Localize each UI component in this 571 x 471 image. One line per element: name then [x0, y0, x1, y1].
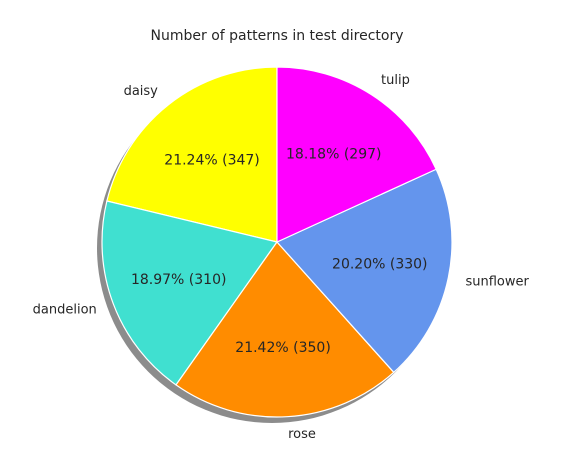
category-label-daisy: daisy [124, 84, 159, 99]
category-label-tulip: tulip [381, 73, 410, 88]
category-label-sunflower: sunflower [465, 274, 529, 289]
category-label-dandelion: dandelion [33, 303, 97, 318]
pie-labels: daisy 21.24% (347) dandelion 18.97% (310) ro… [33, 73, 530, 442]
percent-label-dandelion: 18.97% (310) [131, 272, 226, 288]
pie-slices [101, 66, 453, 418]
pie-slice-rose [175, 241, 395, 418]
category-label-rose: rose [288, 427, 316, 442]
percent-label-tulip: 18.18% (297) [286, 147, 381, 163]
pie-slice-daisy [106, 66, 278, 243]
pie-slice-dandelion [101, 200, 279, 386]
percent-label-sunflower: 20.20% (330) [332, 256, 427, 272]
pie-slice-sunflower [276, 168, 453, 374]
pie-slice-tulip [276, 66, 437, 243]
percent-label-rose: 21.42% (350) [235, 340, 330, 356]
percent-label-daisy: 21.24% (347) [164, 153, 259, 169]
chart-title: Number of patterns in test directory [151, 28, 404, 44]
